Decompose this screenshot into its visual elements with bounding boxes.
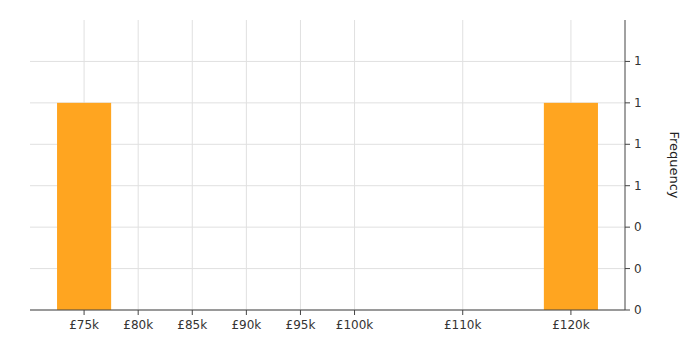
grid-line-y bbox=[30, 144, 625, 145]
grid-line-y bbox=[30, 185, 625, 186]
y-tick bbox=[625, 61, 630, 62]
x-tick bbox=[246, 310, 247, 315]
y-tick-label: 1 bbox=[634, 96, 642, 110]
y-tick bbox=[625, 227, 630, 228]
y-tick-label: 1 bbox=[634, 137, 642, 151]
x-tick-label: £100k bbox=[336, 318, 374, 332]
x-tick bbox=[462, 310, 463, 315]
x-tick-label: £95k bbox=[286, 318, 316, 332]
grid bbox=[30, 20, 625, 310]
y-tick bbox=[625, 102, 630, 103]
y-tick-label: 1 bbox=[634, 54, 642, 68]
x-tick bbox=[300, 310, 301, 315]
x-tick-label: £110k bbox=[444, 318, 482, 332]
x-tick-label: £80k bbox=[123, 318, 153, 332]
grid-line-y bbox=[30, 61, 625, 62]
x-tick bbox=[84, 310, 85, 315]
grid-line-y bbox=[30, 102, 625, 103]
y-tick-label: 1 bbox=[634, 179, 642, 193]
histogram-bar bbox=[544, 103, 598, 310]
x-tick bbox=[570, 310, 571, 315]
y-axis-line bbox=[625, 20, 626, 310]
x-tick bbox=[192, 310, 193, 315]
x-tick-label: £90k bbox=[231, 318, 261, 332]
x-tick bbox=[354, 310, 355, 315]
grid-line-x bbox=[462, 20, 463, 310]
chart: £75k £80k £85k £90k £95k £100k £110k £120k 0 0 0 1 1… bbox=[0, 0, 700, 350]
bars bbox=[57, 103, 598, 310]
y-tick-label: 0 bbox=[634, 220, 642, 234]
grid-line-y bbox=[30, 310, 625, 311]
grid-line-x bbox=[192, 20, 193, 310]
grid-line-x bbox=[300, 20, 301, 310]
y-tick-label: 0 bbox=[634, 262, 642, 276]
grid-line-y bbox=[30, 268, 625, 269]
x-tick bbox=[138, 310, 139, 315]
axes: £75k £80k £85k £90k £95k £100k £110k £120k 0 0 0 1 1… bbox=[30, 20, 642, 332]
x-tick-label: £75k bbox=[69, 318, 99, 332]
y-tick-label: 0 bbox=[634, 303, 642, 317]
histogram-bar bbox=[57, 103, 111, 310]
y-tick bbox=[625, 268, 630, 269]
x-tick-label: £120k bbox=[552, 318, 590, 332]
grid-line-y bbox=[30, 227, 625, 228]
x-axis-line bbox=[30, 310, 625, 311]
y-tick bbox=[625, 185, 630, 186]
y-tick bbox=[625, 144, 630, 145]
x-tick-label: £85k bbox=[177, 318, 207, 332]
y-axis-label: Frequency bbox=[667, 131, 682, 198]
y-tick bbox=[625, 310, 630, 311]
grid-line-x bbox=[354, 20, 355, 310]
grid-line-x bbox=[246, 20, 247, 310]
grid-line-x bbox=[138, 20, 139, 310]
